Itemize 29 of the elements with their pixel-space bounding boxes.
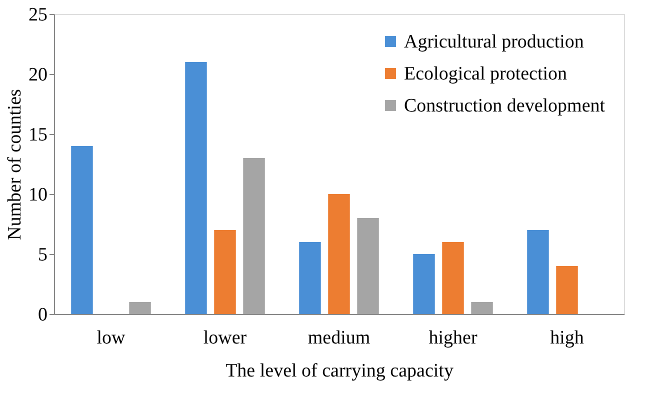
bar — [243, 158, 265, 314]
bar — [129, 302, 151, 314]
bar — [527, 230, 549, 314]
y-axis-title: Number of counties — [4, 89, 26, 240]
bar — [71, 146, 93, 314]
legend-label: Agricultural production — [404, 32, 584, 52]
bar — [328, 194, 350, 314]
legend-label: Construction development — [404, 96, 606, 116]
bar — [413, 254, 435, 314]
bar — [357, 218, 379, 314]
y-tick-label: 20 — [28, 64, 48, 86]
x-axis-title: The level of carrying capacity — [226, 360, 454, 382]
x-tick-label: low — [96, 328, 126, 348]
x-tick-label: higher — [428, 328, 478, 348]
y-tick-label: 5 — [38, 244, 48, 266]
y-tick-label: 0 — [38, 304, 48, 326]
legend-label: Ecological protection — [404, 64, 568, 84]
y-tick-label: 15 — [28, 124, 48, 146]
x-tick-label: high — [550, 328, 584, 348]
bar — [442, 242, 464, 314]
bar — [471, 302, 493, 314]
bar — [299, 242, 321, 314]
bar — [556, 266, 578, 314]
y-tick-label: 25 — [28, 4, 48, 26]
bar — [185, 62, 207, 314]
x-tick-label: medium — [308, 328, 370, 348]
bar — [214, 230, 236, 314]
x-tick-label: lower — [203, 328, 248, 348]
y-tick-label: 10 — [28, 184, 48, 206]
